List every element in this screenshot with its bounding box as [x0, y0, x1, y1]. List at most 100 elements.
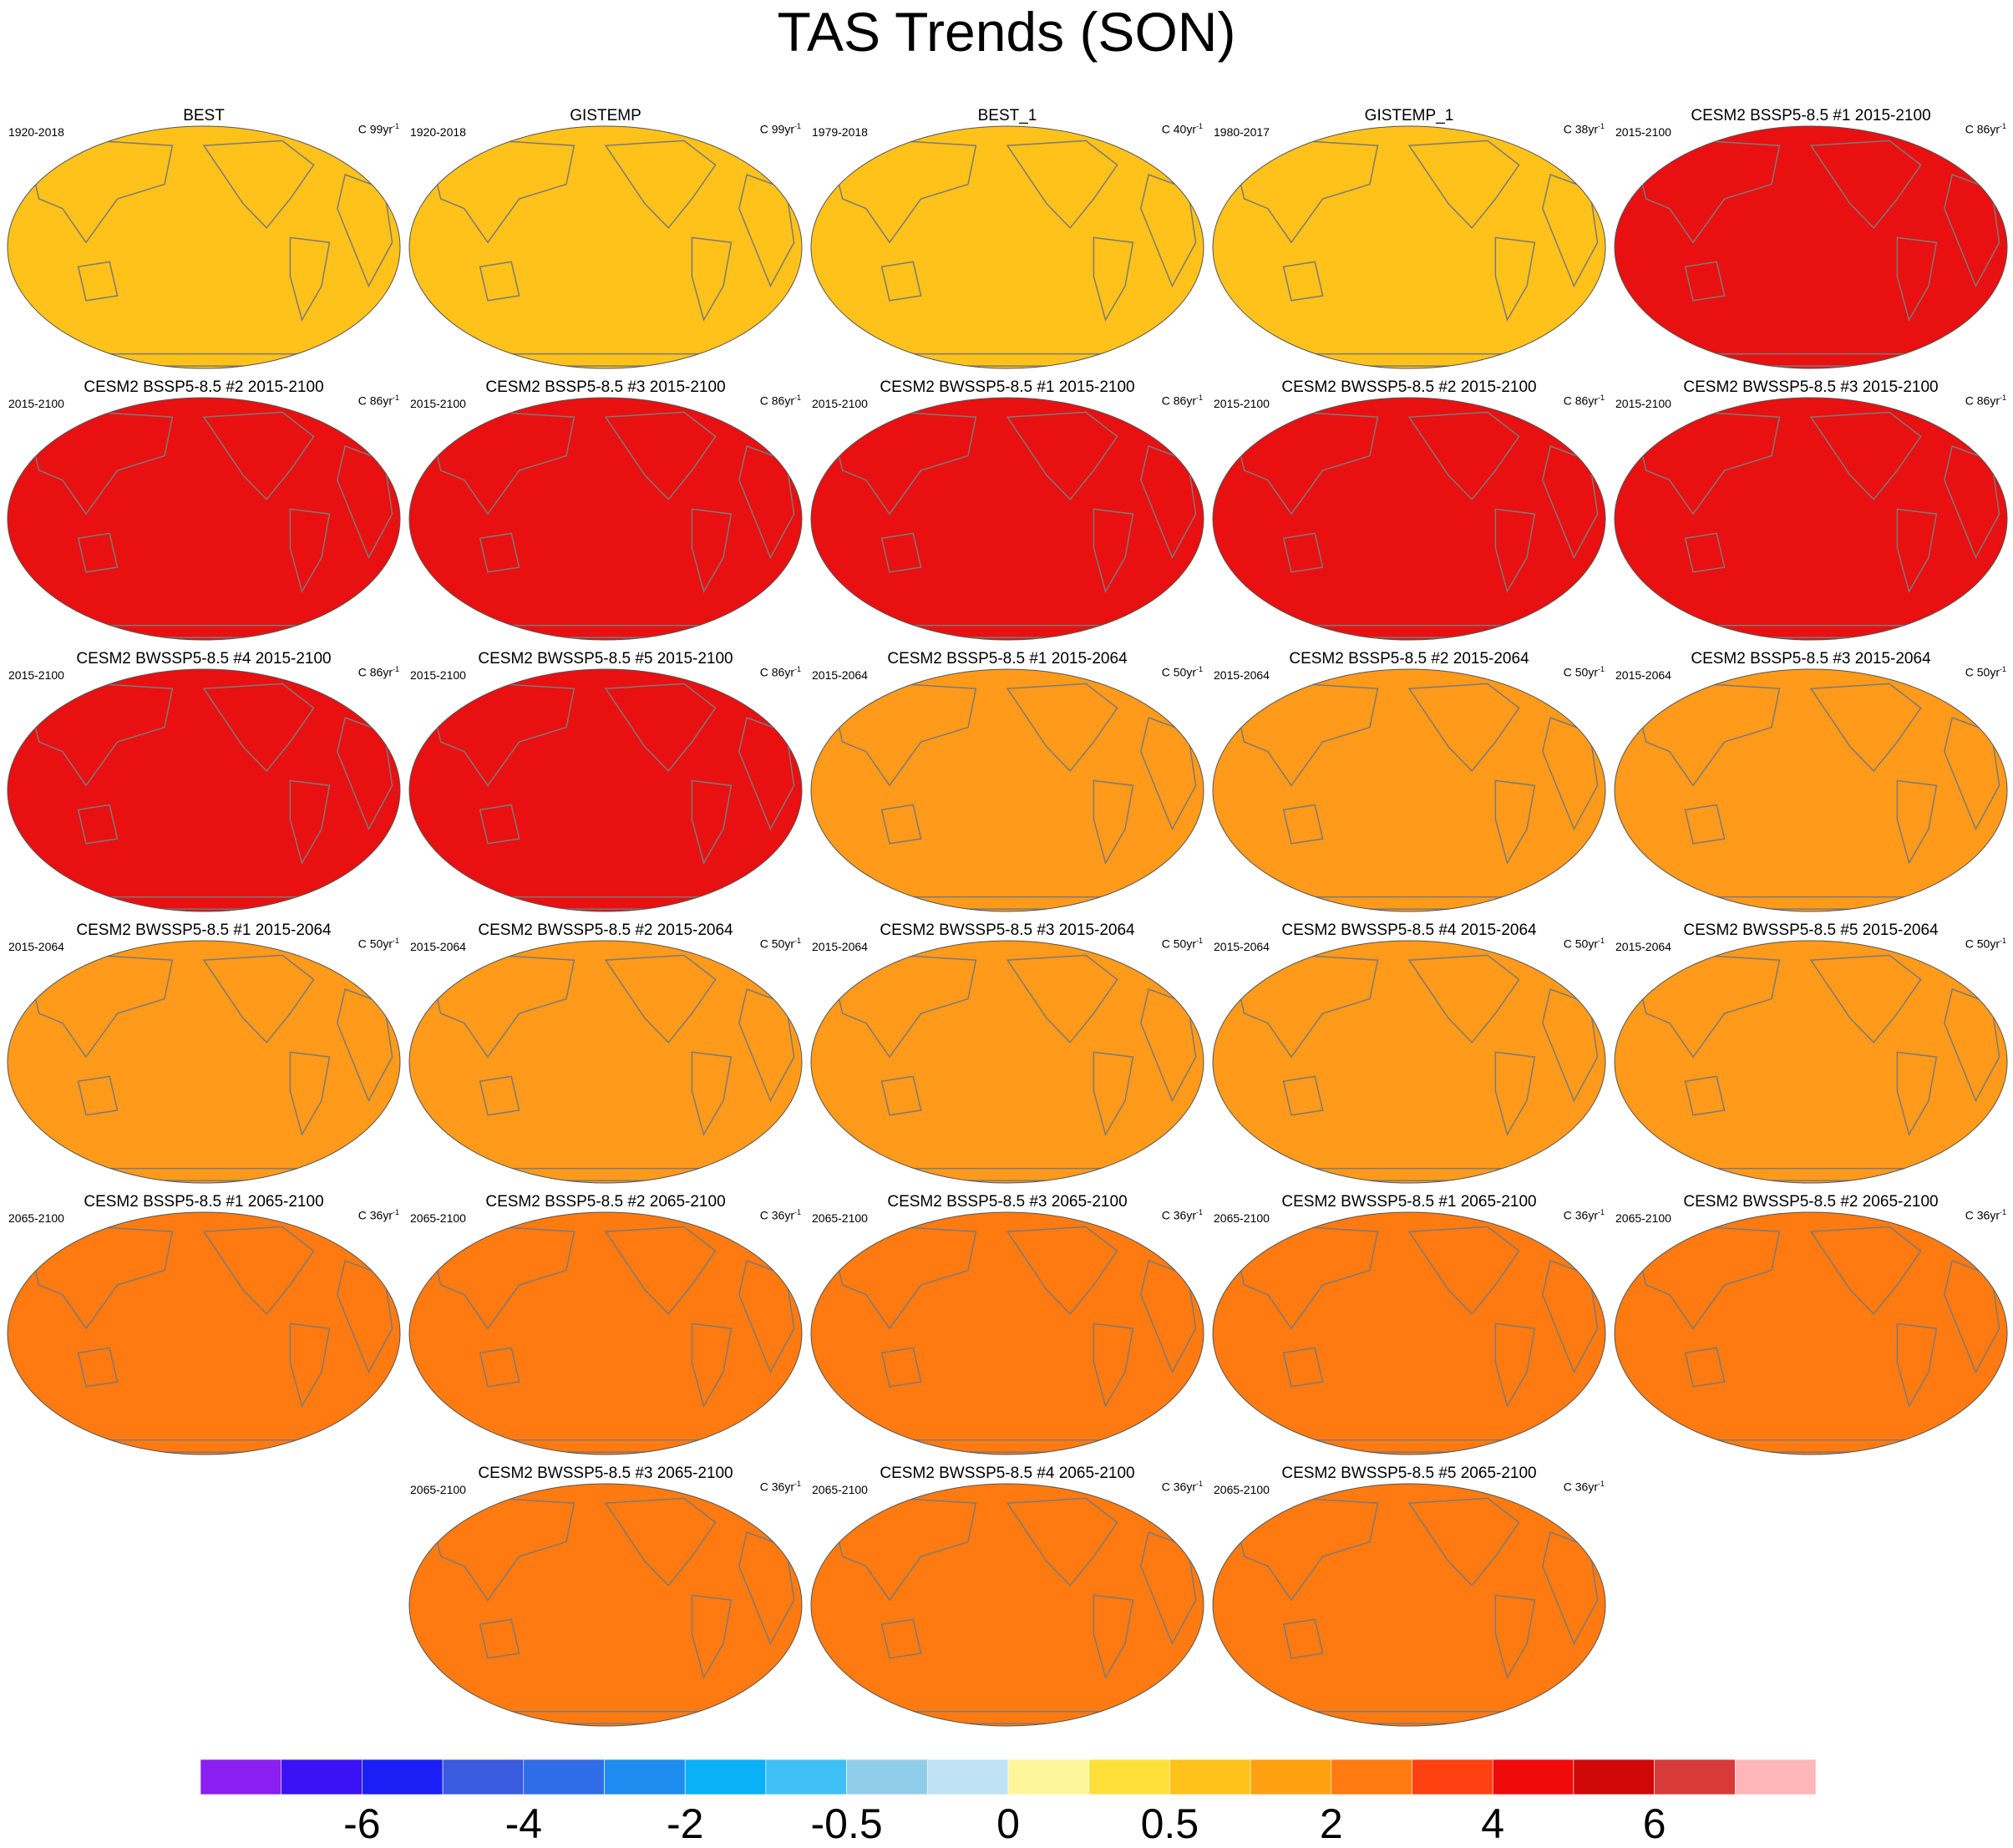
map-border — [408, 940, 803, 1184]
coastline — [834, 140, 977, 244]
map-panel: BEST_1 1979-2018 C 40yr-1 — [810, 107, 1204, 383]
coastline — [834, 1226, 977, 1330]
coastline — [289, 1051, 331, 1136]
panel-units: C 86yr-1 — [759, 393, 801, 408]
panel-units: C 36yr-1 — [1563, 1208, 1605, 1222]
colorbar-box — [523, 1759, 605, 1795]
coastline — [30, 411, 174, 515]
coastline — [432, 683, 576, 787]
coastline — [691, 1323, 733, 1408]
coastline — [1407, 683, 1520, 772]
panel-title: GISTEMP — [570, 107, 641, 124]
panel-title: CESM2 BWSSP5-8.5 #5 2065-2100 — [1281, 1465, 1537, 1482]
panel-map — [810, 940, 1204, 1184]
map-border — [1212, 397, 1606, 641]
map-border — [408, 1483, 803, 1727]
colorbar-box — [1331, 1759, 1412, 1795]
colorbar-box — [846, 1759, 928, 1795]
coastline — [1494, 1323, 1536, 1408]
map-field — [408, 397, 802, 641]
panel-period: 2015-2064 — [812, 940, 868, 953]
map-border — [1212, 668, 1606, 912]
map-panel: CESM2 BSSP5-8.5 #1 2065-2100 2065-2100 C 3… — [7, 1193, 401, 1469]
map-field — [1615, 940, 2007, 1184]
coastline — [1809, 411, 1922, 500]
coastline — [77, 1347, 119, 1388]
coastline — [691, 779, 733, 865]
map-field — [408, 1211, 802, 1455]
coastline — [432, 1497, 576, 1602]
coastline — [1235, 140, 1379, 244]
panel-units: C 36yr-1 — [759, 1480, 801, 1494]
map-field — [1213, 1211, 1605, 1455]
panel-period: 2065-2100 — [1615, 1211, 1671, 1225]
panel-period: 2015-2100 — [812, 397, 868, 410]
coastline — [1006, 1226, 1118, 1315]
coastline — [1006, 1497, 1118, 1587]
map-panel: CESM2 BWSSP5-8.5 #3 2015-2100 2015-2100 C … — [1614, 378, 2008, 654]
panel-title: BEST — [183, 107, 225, 124]
map-panel: CESM2 BWSSP5-8.5 #3 2065-2100 2065-2100 C … — [408, 1465, 803, 1740]
map-panel: CESM2 BWSSP5-8.5 #4 2015-2100 2015-2100 C … — [7, 650, 401, 926]
map-panel: CESM2 BWSSP5-8.5 #4 2065-2100 2065-2100 C … — [810, 1465, 1204, 1740]
coastline — [479, 1075, 520, 1116]
colorbar-box — [1573, 1759, 1655, 1795]
coastline — [77, 532, 119, 573]
map-border — [1614, 397, 2008, 641]
map-field — [811, 668, 1204, 912]
panel-title: CESM2 BSSP5-8.5 #1 2065-2100 — [84, 1193, 324, 1211]
panel-title: CESM2 BWSSP5-8.5 #1 2015-2064 — [76, 921, 332, 939]
panel-units: C 50yr-1 — [1563, 937, 1605, 951]
colorbar-box — [765, 1759, 847, 1795]
coastline — [1896, 1051, 1938, 1136]
coastline — [604, 1497, 717, 1587]
panel-period: 2015-2100 — [1615, 397, 1671, 410]
panel-title: CESM2 BSSP5-8.5 #3 2065-2100 — [887, 1193, 1128, 1211]
map-field — [811, 940, 1204, 1184]
panel-title: CESM2 BSSP5-8.5 #1 2015-2100 — [1691, 107, 1931, 124]
colorbar-tick-label: 0.5 — [1140, 1800, 1199, 1847]
panel-period: 2015-2064 — [1615, 668, 1671, 682]
colorbar-box — [442, 1759, 525, 1795]
panel-map — [7, 397, 401, 641]
colorbar-box — [1088, 1759, 1170, 1795]
map-panel: CESM2 BSSP5-8.5 #2 2015-2064 2015-2064 C 5… — [1212, 650, 1606, 926]
coastline — [1809, 140, 1922, 229]
panel-map — [408, 668, 803, 912]
coastline — [1235, 1497, 1379, 1602]
coastline — [1235, 683, 1379, 787]
map-field — [7, 940, 401, 1184]
panel-map — [1212, 1483, 1606, 1727]
panel-title: CESM2 BSSP5-8.5 #2 2015-2100 — [84, 378, 324, 396]
coastline — [1407, 1226, 1520, 1315]
coastline — [1282, 1618, 1324, 1659]
coastline — [30, 1226, 174, 1330]
map-border — [7, 1211, 401, 1455]
map-field — [1213, 1483, 1605, 1727]
coastline — [1282, 532, 1324, 573]
coastline — [1093, 236, 1134, 322]
panel-map — [810, 1211, 1204, 1455]
map-border — [1614, 668, 2008, 912]
panel-period: 2065-2100 — [812, 1211, 868, 1225]
coastline — [1093, 1594, 1134, 1679]
panel-map — [1212, 125, 1606, 369]
panel-units: C 36yr-1 — [1161, 1480, 1203, 1494]
coastline — [1637, 140, 1781, 244]
colorbar-tick-label: 6 — [1642, 1800, 1666, 1847]
panel-title: CESM2 BWSSP5-8.5 #5 2015-2064 — [1683, 921, 1939, 939]
colorbar-tick-label: -6 — [343, 1800, 381, 1847]
colorbar-tick-label: 2 — [1319, 1800, 1343, 1847]
panel-map — [810, 125, 1204, 369]
map-field — [408, 668, 802, 912]
coastline — [1494, 236, 1536, 322]
map-field — [7, 668, 401, 912]
coastline — [1093, 1051, 1134, 1136]
map-panel: CESM2 BWSSP5-8.5 #1 2015-2064 2015-2064 C … — [7, 921, 401, 1197]
panel-map — [1614, 940, 2008, 1184]
panel-period: 2015-2100 — [1615, 125, 1671, 139]
map-field — [1615, 397, 2007, 641]
coastline — [202, 1226, 315, 1315]
panel-map — [7, 940, 401, 1184]
map-border — [7, 940, 401, 1184]
